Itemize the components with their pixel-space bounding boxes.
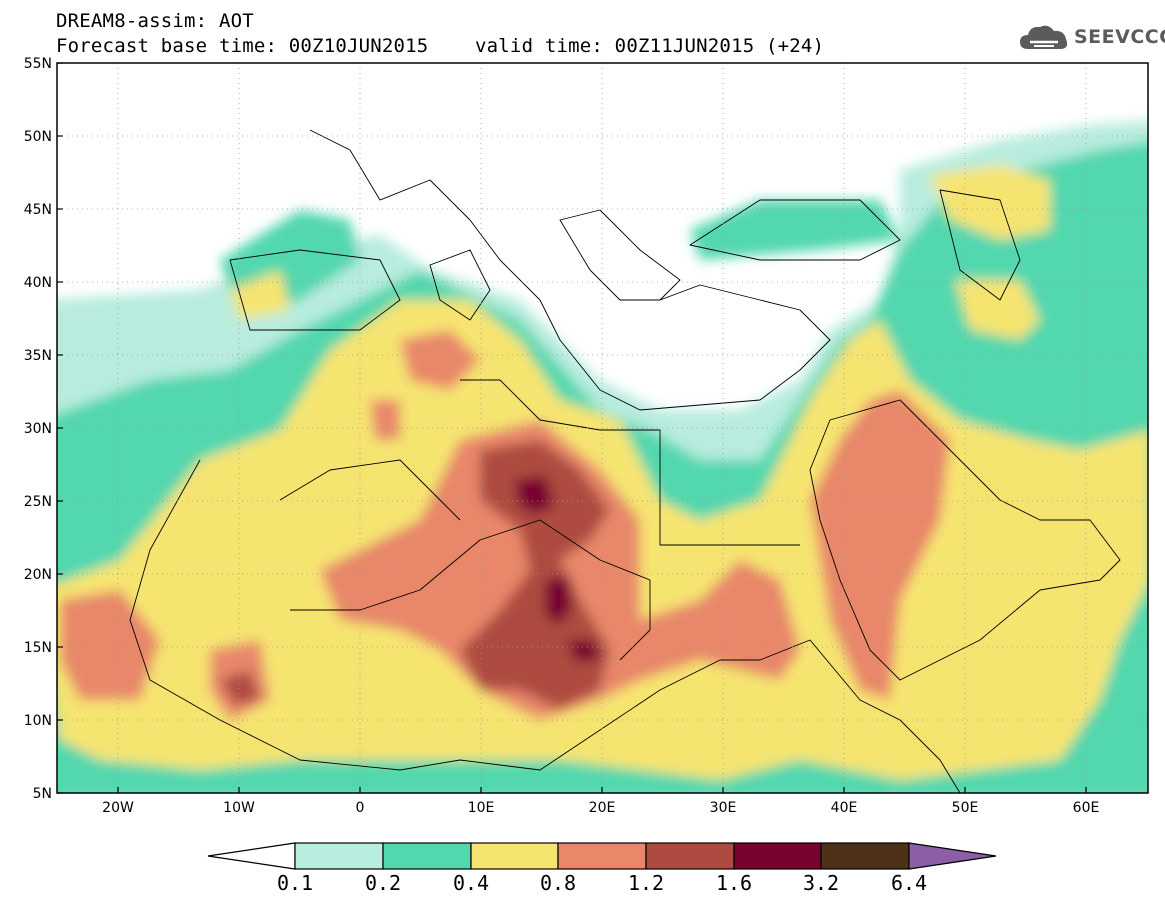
lat-label: 35N — [24, 348, 52, 364]
legend-level-label: 0.8 — [539, 871, 577, 895]
lon-label: 40E — [831, 800, 858, 816]
valid-time-label: valid time: 00Z11JUN2015 (+24) — [475, 35, 825, 57]
lat-label: 5N — [33, 786, 52, 802]
seevccc-logo: SEEVCCC — [1018, 22, 1165, 52]
aot-contour-1.6 — [515, 475, 555, 515]
legend-level-label: 0.2 — [364, 871, 402, 895]
colorbar-swatch — [557, 842, 647, 870]
lat-label: 15N — [24, 640, 52, 656]
map-title: DREAM8-assim: AOT — [56, 10, 254, 32]
colorbar-swatch — [470, 842, 559, 870]
legend-level-label: 3.2 — [802, 871, 840, 895]
lon-label: 60E — [1073, 800, 1100, 816]
legend-level-label: 1.2 — [627, 871, 665, 895]
lat-label: 10N — [24, 713, 52, 729]
lat-labels: 55N 50N 45N 40N 35N 30N 25N 20N 15N 10N … — [24, 56, 52, 802]
base-time-label: Forecast base time: 00Z10JUN2015 — [56, 35, 429, 57]
colorbar — [207, 842, 997, 870]
lon-label: 10W — [223, 800, 255, 816]
lon-label: 10E — [468, 800, 495, 816]
colorbar-swatch — [382, 842, 472, 870]
time-info: Forecast base time: 00Z10JUN2015 valid t… — [56, 35, 824, 57]
lon-label: 20W — [102, 800, 134, 816]
lat-label: 25N — [24, 494, 52, 510]
coastlines — [129, 129, 1121, 793]
colorbar-swatch — [207, 842, 296, 870]
lat-label: 20N — [24, 567, 52, 583]
legend-level-label: 6.4 — [890, 871, 928, 895]
lat-label: 45N — [24, 202, 52, 218]
colorbar-swatch — [820, 842, 910, 870]
lon-label: 0 — [356, 800, 365, 816]
lon-labels: 20W 10W 0 10E 20E 30E 40E 50E 60E — [102, 800, 1099, 816]
lat-label: 55N — [24, 56, 52, 72]
colorbar-swatch — [908, 842, 997, 870]
lon-label: 50E — [952, 800, 979, 816]
lat-label: 40N — [24, 275, 52, 291]
colorbar-swatch — [645, 842, 735, 870]
lat-label: 30N — [24, 421, 52, 437]
graticule — [57, 63, 1148, 793]
legend-level-label: 0.4 — [452, 871, 490, 895]
lat-label: 50N — [24, 129, 52, 145]
cloud-icon — [1020, 25, 1068, 49]
lon-label: 30E — [710, 800, 737, 816]
colorbar-swatch — [294, 842, 384, 870]
axis-ticks — [57, 62, 1087, 794]
legend-level-label: 0.1 — [276, 871, 314, 895]
legend-level-label: 1.6 — [715, 871, 753, 895]
lon-label: 20E — [589, 800, 616, 816]
aot-field — [57, 63, 1148, 793]
logo-text: SEEVCCC — [1074, 26, 1165, 48]
colorbar-swatch — [733, 842, 822, 870]
